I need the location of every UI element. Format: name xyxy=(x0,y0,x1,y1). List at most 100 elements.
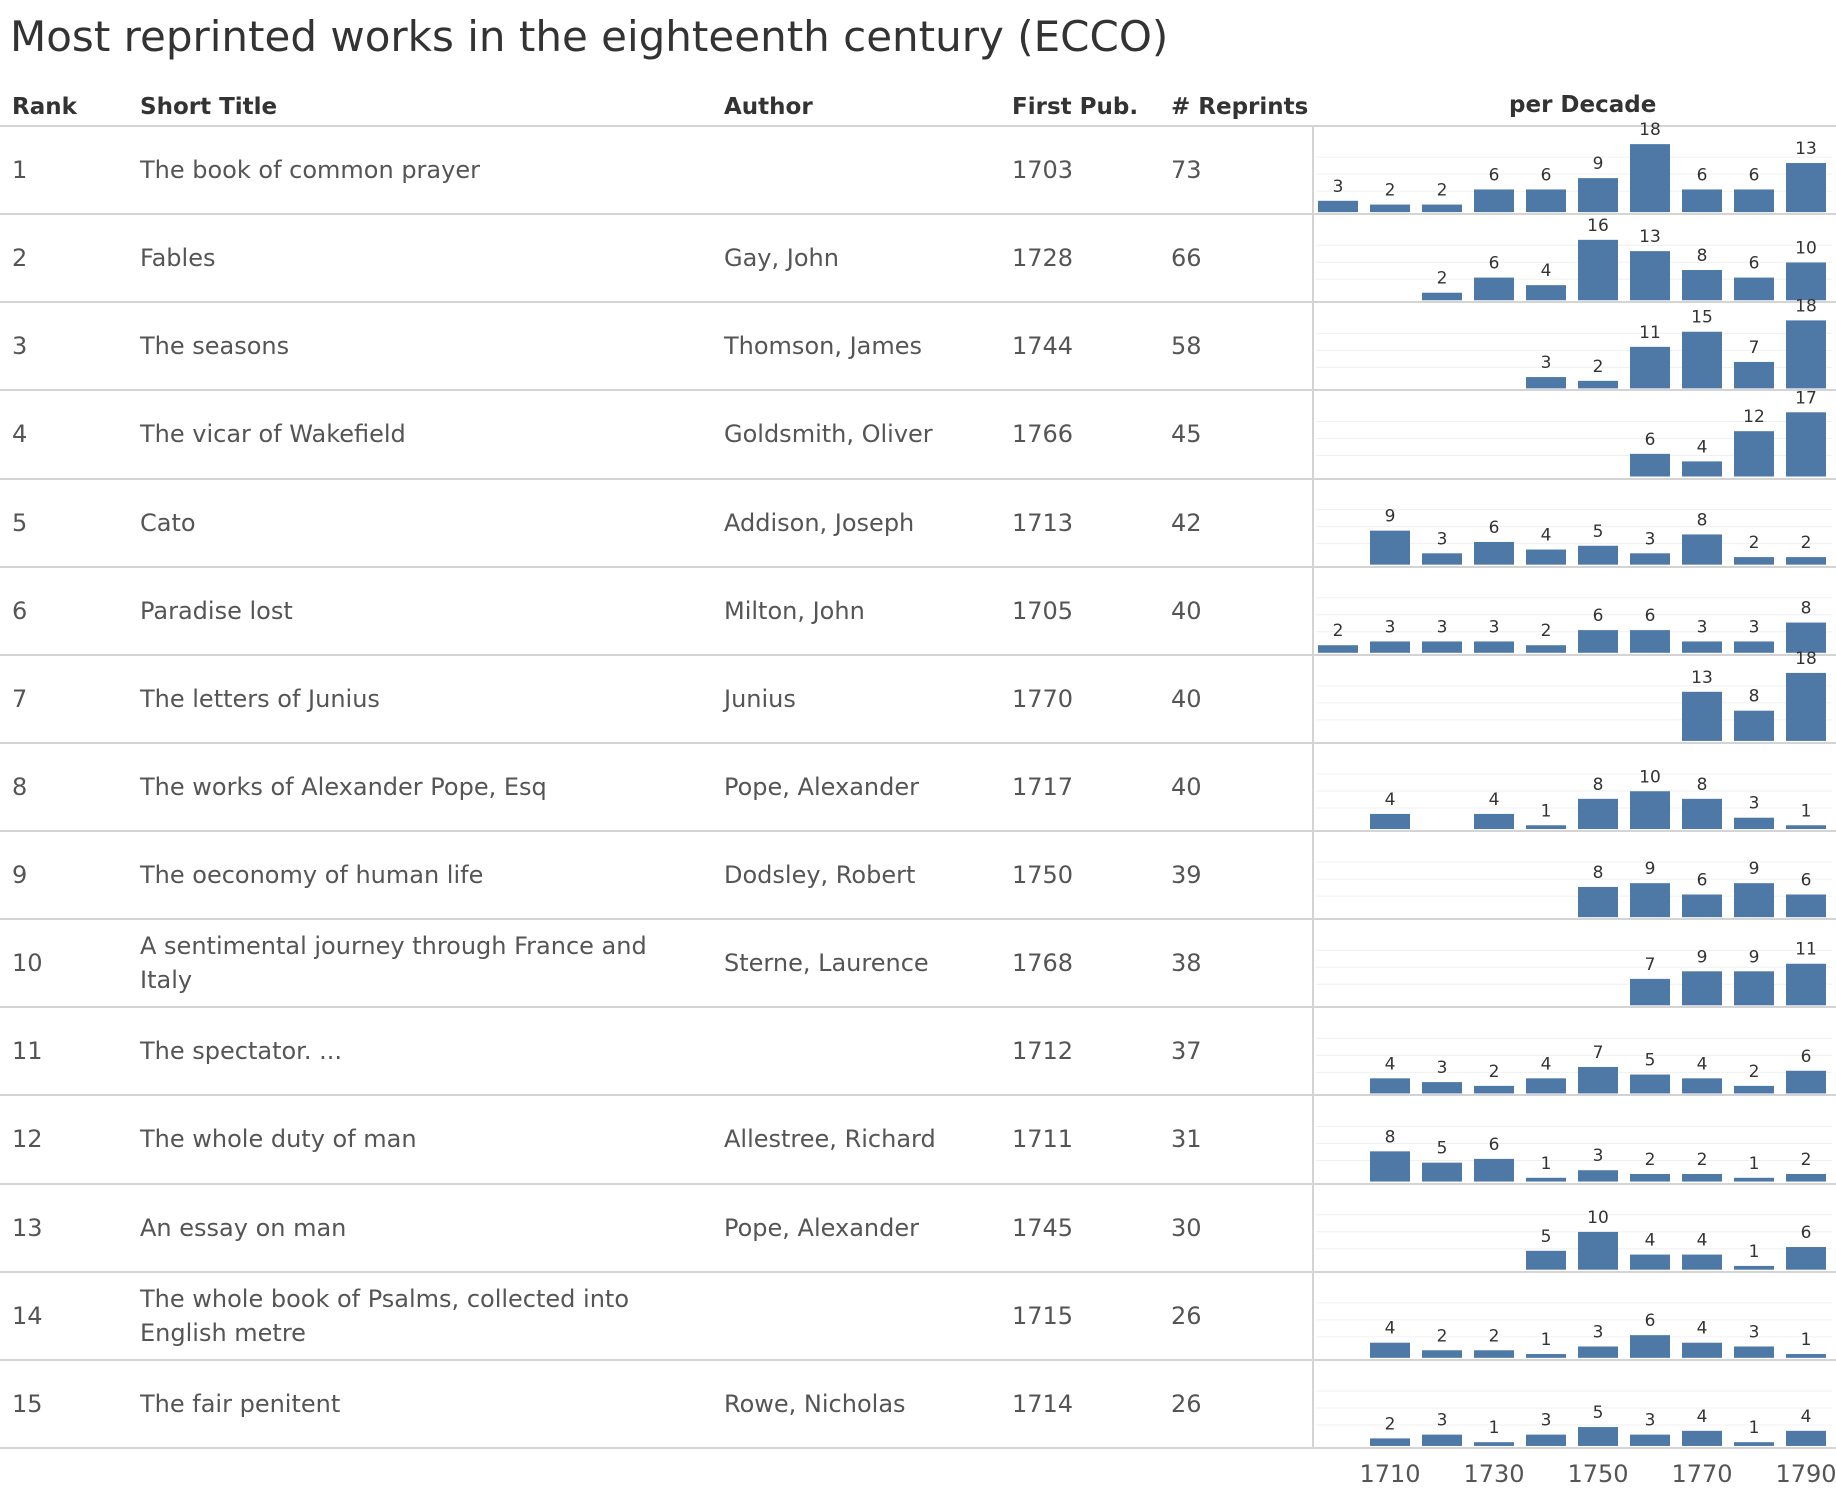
cell-rank: 5 xyxy=(12,508,28,537)
row-divider xyxy=(0,1094,1836,1097)
column-header-title[interactable]: Short Title xyxy=(140,94,278,120)
bar-label: 8 xyxy=(1593,863,1604,883)
cell-author: Allestree, Richard xyxy=(724,1125,936,1154)
bar xyxy=(1682,270,1722,301)
bar-label: 2 xyxy=(1541,621,1552,641)
bar xyxy=(1526,1354,1566,1358)
bar xyxy=(1318,200,1358,213)
bar-label: 8 xyxy=(1593,775,1604,795)
bar-label: 18 xyxy=(1795,296,1817,316)
bar xyxy=(1734,277,1774,301)
cell-title: The works of Alexander Pope, Esq xyxy=(140,772,547,801)
cell-first-pub: 1745 xyxy=(1012,1213,1074,1242)
bar-label: 6 xyxy=(1489,254,1500,274)
bar-label: 3 xyxy=(1333,177,1344,197)
bar xyxy=(1734,557,1774,565)
bar-label: 7 xyxy=(1593,1043,1604,1063)
bar xyxy=(1734,817,1774,830)
x-tick-label: 1750 xyxy=(1567,1460,1628,1488)
bar-label: 6 xyxy=(1645,1311,1656,1331)
bar xyxy=(1526,1434,1566,1446)
bar-label: 7 xyxy=(1645,955,1656,975)
bar-label: 3 xyxy=(1645,1411,1656,1431)
bar-label: 4 xyxy=(1697,1054,1708,1074)
cell-first-pub: 1717 xyxy=(1012,772,1074,801)
bar xyxy=(1370,641,1410,653)
bar xyxy=(1682,1342,1722,1358)
column-header-author[interactable]: Author xyxy=(724,94,813,120)
cell-author: Addison, Joseph xyxy=(724,508,915,537)
bar-label: 2 xyxy=(1437,1326,1448,1346)
bar xyxy=(1526,1250,1566,1270)
bar-label: 9 xyxy=(1749,947,1760,967)
cell-rank: 9 xyxy=(12,861,28,890)
row-divider xyxy=(0,1182,1836,1185)
cell-rank: 13 xyxy=(12,1213,43,1242)
row-divider xyxy=(0,741,1836,744)
bar xyxy=(1474,641,1514,653)
page-title: Most reprinted works in the eighteenth c… xyxy=(10,12,1169,61)
cell-rank: 2 xyxy=(12,244,28,273)
bar-label: 4 xyxy=(1697,1231,1708,1251)
column-header-reprints[interactable]: # Reprints xyxy=(1171,94,1309,120)
bar xyxy=(1526,1078,1566,1094)
bar-label: 1 xyxy=(1749,1418,1760,1438)
bar-label: 11 xyxy=(1795,940,1817,960)
bar-label: 8 xyxy=(1385,1127,1396,1147)
bar-label: 6 xyxy=(1645,430,1656,450)
bar-label: 4 xyxy=(1541,526,1552,546)
cell-first-pub: 1714 xyxy=(1012,1389,1074,1418)
bar-label: 5 xyxy=(1593,1403,1604,1423)
bar-label: 6 xyxy=(1801,871,1812,891)
bar xyxy=(1786,262,1826,301)
bar xyxy=(1630,978,1670,1006)
bar xyxy=(1734,1177,1774,1182)
bar-label: 9 xyxy=(1697,947,1708,967)
bar-label: 6 xyxy=(1593,606,1604,626)
cell-rank: 14 xyxy=(12,1301,43,1330)
bar xyxy=(1786,1430,1826,1446)
bar-label: 6 xyxy=(1489,1135,1500,1155)
bar-label: 6 xyxy=(1801,1223,1812,1243)
bar-label: 2 xyxy=(1437,269,1448,289)
row-divider xyxy=(0,565,1836,568)
column-header-first-pub[interactable]: First Pub. xyxy=(1012,94,1139,120)
bar xyxy=(1578,239,1618,301)
bar-label: 9 xyxy=(1385,507,1396,527)
bar-label: 6 xyxy=(1749,254,1760,274)
bar xyxy=(1786,1354,1826,1358)
bar-label: 16 xyxy=(1587,216,1609,236)
cell-title: The whole book of Psalms, collected into… xyxy=(140,1284,629,1347)
bar xyxy=(1578,545,1618,565)
column-header-rank[interactable]: Rank xyxy=(12,94,77,120)
bar-label: 4 xyxy=(1385,1319,1396,1339)
bar xyxy=(1682,691,1722,741)
column-header-per-decade[interactable]: per Decade xyxy=(1509,92,1657,118)
cell-reprints: 26 xyxy=(1171,1389,1202,1418)
bar xyxy=(1630,630,1670,653)
row-divider xyxy=(0,918,1836,921)
bar xyxy=(1786,1247,1826,1270)
bar xyxy=(1422,292,1462,301)
cell-first-pub: 1711 xyxy=(1012,1125,1074,1154)
row-divider xyxy=(0,477,1836,480)
bar xyxy=(1786,1174,1826,1182)
bar-label: 1 xyxy=(1801,801,1812,821)
bar-label: 13 xyxy=(1795,139,1817,159)
cell-first-pub: 1744 xyxy=(1012,332,1074,361)
cell-reprints: 40 xyxy=(1171,596,1202,625)
bar-label: 5 xyxy=(1541,1227,1552,1247)
bar-label: 2 xyxy=(1801,1150,1812,1170)
cell-author: Goldsmith, Oliver xyxy=(724,420,933,449)
cell-rank: 12 xyxy=(12,1125,43,1154)
bar xyxy=(1786,672,1826,741)
bar-label: 3 xyxy=(1541,353,1552,373)
bar-label: 5 xyxy=(1437,1139,1448,1159)
bar-label: 18 xyxy=(1639,120,1661,140)
cell-author: Gay, John xyxy=(724,244,839,273)
bar-label: 3 xyxy=(1489,617,1500,637)
bar xyxy=(1578,1066,1618,1094)
bar-label: 2 xyxy=(1489,1062,1500,1082)
cell-first-pub: 1768 xyxy=(1012,949,1074,978)
bar xyxy=(1526,825,1566,830)
